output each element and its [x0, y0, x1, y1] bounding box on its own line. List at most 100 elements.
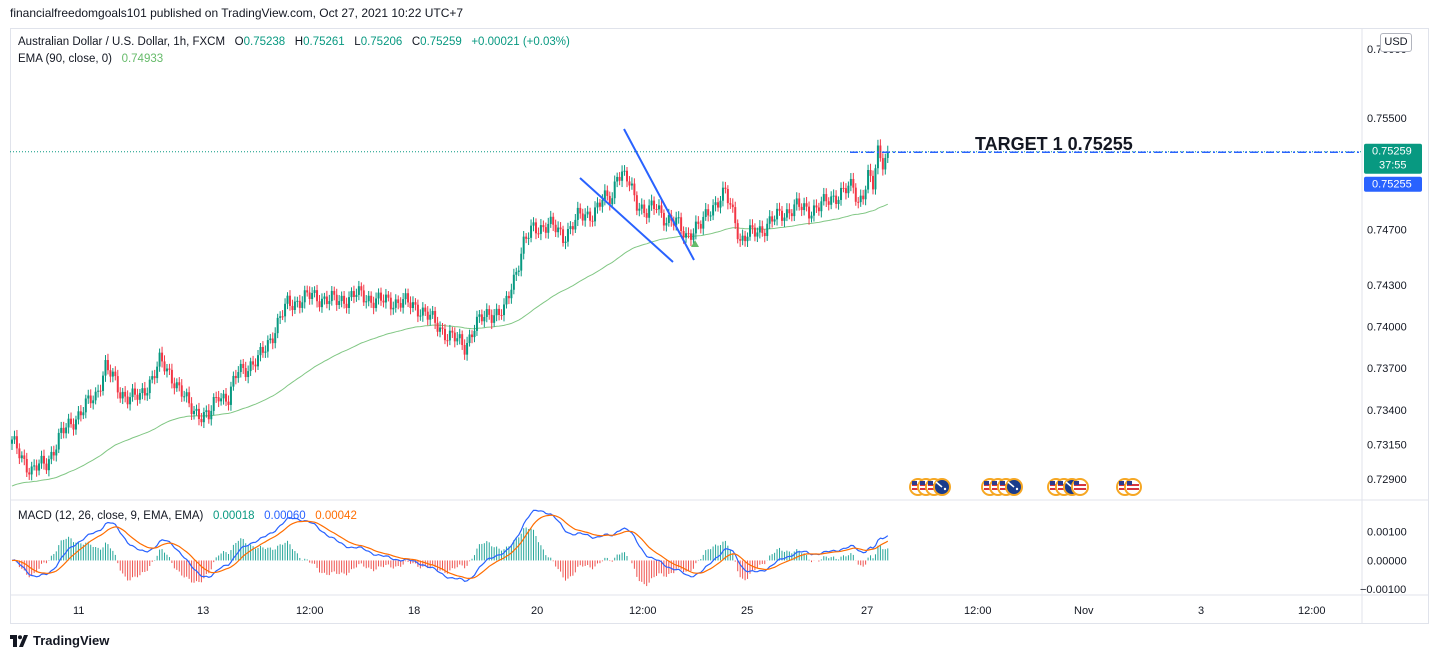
candle-body	[562, 229, 565, 243]
candle-body	[323, 296, 326, 299]
candle-body	[709, 215, 712, 217]
candle-body	[776, 208, 779, 220]
candle-body	[466, 342, 469, 355]
candle-body	[394, 299, 397, 308]
candle-body	[370, 295, 373, 303]
symbol-legend[interactable]: Australian Dollar / U.S. Dollar, 1h, FXC…	[18, 36, 570, 48]
macd-hist-value: 0.00018	[212, 510, 255, 522]
high-label: H	[294, 36, 304, 48]
candle-body	[812, 205, 815, 216]
candle-body	[638, 208, 641, 211]
tradingview-logo[interactable]: TradingView	[10, 633, 109, 648]
candle-body	[205, 410, 208, 413]
last-price-tag: 0.75259 37:55	[1364, 143, 1422, 174]
candle-body	[136, 394, 139, 400]
candle-body	[87, 395, 90, 399]
price-chart[interactable]: 0.760000.755000.747000.743000.740000.737…	[10, 28, 1429, 624]
candle-body	[138, 393, 141, 400]
candle-body	[426, 311, 429, 320]
candle-body	[279, 316, 282, 318]
ema-legend[interactable]: EMA (90, close, 0) 0.74933	[18, 53, 163, 65]
candle-body	[571, 226, 574, 230]
candle-body	[480, 314, 483, 322]
time-tick-label: 20	[531, 605, 543, 617]
candle-body	[185, 392, 188, 397]
candle-body	[594, 207, 597, 222]
macd-legend[interactable]: MACD (12, 26, close, 9, EMA, EMA) 0.0001…	[18, 510, 357, 522]
candle-body	[847, 185, 850, 194]
candle-body	[389, 297, 392, 310]
australia-flag-star	[943, 487, 947, 491]
candle-body	[200, 419, 203, 423]
macd-tick-label: 0.00000	[1367, 555, 1407, 567]
candle-body	[768, 216, 771, 224]
candle-body	[338, 301, 341, 306]
candle-body	[92, 400, 95, 404]
candle-body	[74, 419, 77, 430]
candle-body	[23, 455, 26, 459]
candle-body	[606, 190, 609, 196]
candle-body	[170, 369, 173, 384]
candle-body	[429, 314, 432, 320]
candle-body	[677, 217, 680, 219]
candle-body	[475, 316, 478, 331]
symbol-name: Australian Dollar / U.S. Dollar, 1h, FXC…	[18, 36, 226, 48]
price-tick-label: 0.73150	[1367, 439, 1407, 451]
candle-body	[448, 330, 451, 341]
candle-body	[682, 231, 685, 238]
candle-body	[94, 391, 97, 401]
candle-body	[633, 183, 636, 196]
candle-body	[210, 410, 213, 420]
candle-body	[630, 183, 633, 186]
candle-body	[584, 214, 587, 221]
candle-body	[15, 436, 18, 449]
candle-body	[247, 371, 250, 378]
candle-body	[815, 205, 818, 208]
time-tick-label: 25	[741, 605, 753, 617]
candle-body	[257, 355, 259, 367]
currency-button[interactable]: USD	[1380, 33, 1412, 52]
candle-body	[134, 388, 136, 395]
candle-body	[729, 203, 732, 205]
candle-body	[261, 346, 264, 353]
candle-body	[825, 194, 828, 202]
candle-body	[360, 286, 363, 291]
candle-body	[830, 196, 833, 205]
candle-body	[441, 327, 444, 329]
candle-body	[616, 176, 619, 182]
candle-body	[244, 368, 247, 378]
candle-body	[805, 203, 808, 207]
candle-body	[335, 294, 338, 306]
candle-body	[495, 308, 498, 316]
change-value: +0.00021 (+0.03%)	[471, 36, 570, 48]
candle-body	[77, 411, 80, 420]
candle-body	[407, 293, 410, 303]
candle-body	[404, 293, 407, 300]
candle-body	[141, 388, 144, 394]
ema-label: EMA (90, close, 0)	[18, 53, 112, 65]
candle-body	[872, 175, 874, 190]
candle-body	[350, 291, 353, 298]
candle-body	[104, 360, 107, 376]
candle-body	[648, 205, 651, 218]
candle-body	[498, 308, 501, 315]
usa-flag-canton	[1058, 481, 1063, 485]
price-tick-label: 0.75500	[1367, 113, 1407, 125]
candle-body	[874, 168, 877, 190]
candle-body	[657, 205, 660, 210]
candle-body	[436, 322, 439, 332]
candle-body	[35, 465, 38, 471]
candle-body	[613, 181, 616, 199]
candle-body	[375, 298, 378, 309]
candle-body	[180, 385, 183, 397]
candle-body	[215, 397, 218, 399]
candle-body	[11, 439, 13, 444]
usa-flag-canton	[1050, 481, 1055, 485]
price-tick-label: 0.74000	[1367, 321, 1407, 333]
low-value: 0.75206	[360, 36, 403, 48]
candle-body	[352, 291, 355, 297]
usa-flag-canton	[1000, 481, 1005, 485]
candle-body	[252, 361, 255, 365]
candle-body	[384, 294, 387, 303]
candle-body	[857, 201, 860, 203]
